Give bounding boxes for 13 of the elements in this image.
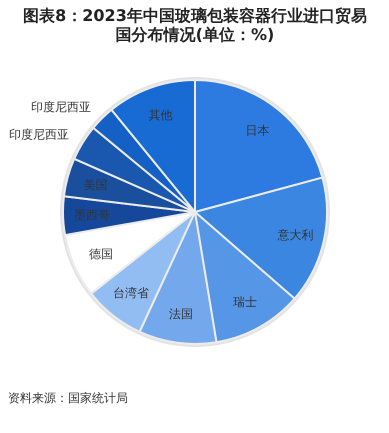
slice-label: 意大利	[276, 228, 314, 242]
slice-label: 墨西哥	[74, 208, 110, 222]
chart-title: 图表8：2023年中国玻璃包装容器行业进口贸易国分布情况(单位：%)	[22, 6, 368, 44]
slice-label: 德国	[89, 247, 114, 262]
slice-label: 其他	[148, 108, 172, 122]
slice-label: 印度尼西亚	[9, 127, 70, 142]
slice-label: 日本	[246, 123, 270, 138]
slice-label: 印度尼西亚	[30, 100, 91, 114]
text: 资料来源：国家统计局	[8, 390, 128, 407]
slice-label: 台湾省	[113, 286, 150, 300]
slice-label: 瑞士	[233, 294, 258, 309]
slice-label: 美国	[84, 178, 108, 192]
slice-label: 法国	[169, 307, 194, 322]
